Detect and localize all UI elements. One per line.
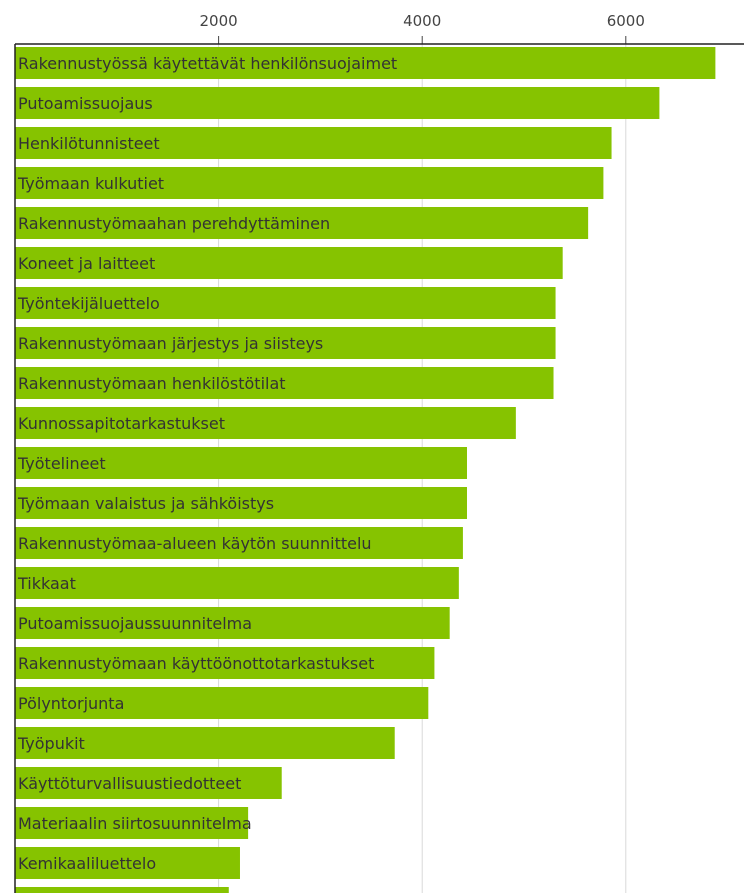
bar (15, 887, 229, 893)
bar (15, 647, 435, 679)
bar (15, 207, 589, 239)
bar (15, 687, 429, 719)
bar (15, 87, 660, 119)
bar (15, 767, 282, 799)
bar (15, 567, 459, 599)
tick-label: 4000 (403, 12, 441, 30)
bar-label: Koneet ja laitteet (18, 254, 155, 273)
bar (15, 327, 556, 359)
bar-label: Työtelineet (17, 454, 106, 473)
bar-label: Työmaan valaistus ja sähköistys (17, 494, 274, 513)
tick-label: 2000 (200, 12, 238, 30)
bars (15, 47, 716, 893)
bar-label: Työpukit (17, 734, 85, 753)
bar-label: Kunnossapitotarkastukset (18, 414, 225, 433)
x-axis-ticks: 2000 4000 6000 (200, 12, 645, 44)
bar (15, 527, 463, 559)
bar-label: Tikkaat (17, 574, 76, 593)
bar-label: Pölyntorjunta (18, 694, 124, 713)
bar (15, 487, 467, 519)
bar-label: Rakennustyömaan järjestys ja siisteys (18, 334, 323, 353)
bar (15, 167, 604, 199)
bar-label: Putoamissuojaus (18, 94, 153, 113)
tick-label: 6000 (607, 12, 645, 30)
bar-label: Rakennustyömaan käyttöönottotarkastukset (18, 654, 374, 673)
bar-label: Työmaan kulkutiet (17, 174, 164, 193)
bar-label: Rakennustyömaa-alueen käytön suunnittelu (18, 534, 372, 553)
bar-label: Rakennustyössä käytettävät henkilönsuoja… (18, 54, 397, 73)
bar (15, 807, 249, 839)
bar-label: Henkilötunnisteet (18, 134, 160, 153)
bar-label: Putoamissuojaussuunnitelma (18, 614, 252, 633)
bar (15, 727, 395, 759)
bar (15, 407, 516, 439)
bar (15, 847, 240, 879)
bar-label: Käyttöturvallisuustiedotteet (18, 774, 241, 793)
bar (15, 127, 612, 159)
bar-label: Kemikaaliluettelo (18, 854, 156, 873)
bar-label: Rakennustyömaan henkilöstötilat (18, 374, 286, 393)
bar (15, 607, 450, 639)
bar (15, 247, 563, 279)
bar-label: Rakennustyömaahan perehdyttäminen (18, 214, 330, 233)
bar (15, 367, 554, 399)
bar (15, 47, 716, 79)
bar-labels: Rakennustyössä käytettävät henkilönsuoja… (17, 54, 397, 873)
bar-label: Työntekijäluettelo (17, 294, 160, 313)
bar (15, 287, 556, 319)
bar (15, 447, 467, 479)
bar-label: Materiaalin siirtosuunnitelma (18, 814, 252, 833)
